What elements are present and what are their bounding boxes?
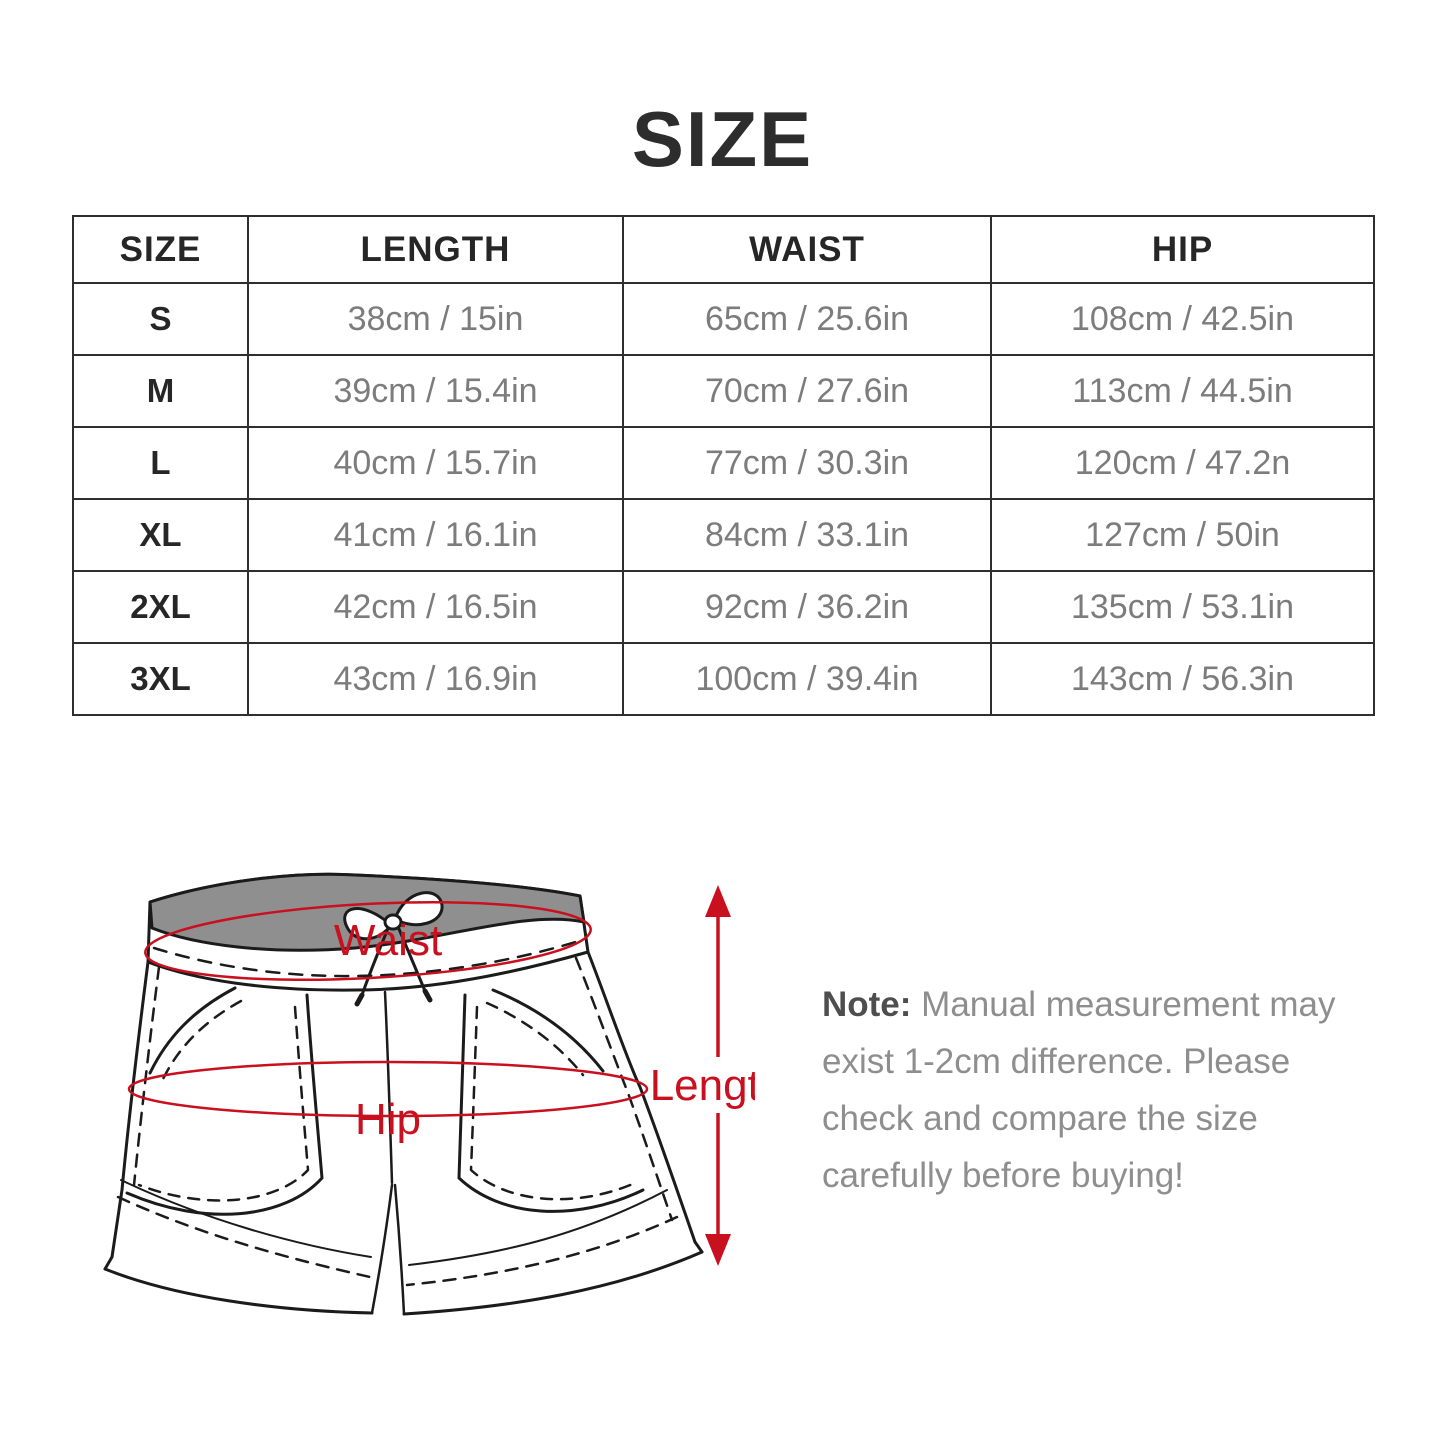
left-pocket-stitch xyxy=(161,999,243,1081)
left-hem-stitch xyxy=(116,1195,372,1279)
waist-value: 77cm / 30.3in xyxy=(622,426,992,500)
column-header-hip: HIP xyxy=(990,215,1375,284)
length-value: 38cm / 15in xyxy=(247,282,624,356)
left-pocket-stitch xyxy=(137,1005,310,1202)
left-hem-corner xyxy=(103,1255,114,1271)
hip-value: 120cm / 47.2n xyxy=(990,426,1375,500)
hip-value: 135cm / 53.1in xyxy=(990,570,1375,644)
size-value: L xyxy=(72,426,249,500)
right-pocket-edge xyxy=(457,993,645,1213)
size-value: 2XL xyxy=(72,570,249,644)
column-header-length: LENGTH xyxy=(247,215,624,284)
waist-label: Waist xyxy=(334,916,442,965)
size-value: M xyxy=(72,354,249,428)
column-header-waist: WAIST xyxy=(622,215,992,284)
table-row: 3XL 43cm / 16.9in 100cm / 39.4in 143cm /… xyxy=(72,642,1375,716)
left-side-stitch xyxy=(132,965,161,1187)
right-hem-fold xyxy=(408,1189,668,1266)
table-row: XL 41cm / 16.1in 84cm / 33.1in 127cm / 5… xyxy=(72,498,1375,572)
table-row: 2XL 42cm / 16.5in 92cm / 36.2in 135cm / … xyxy=(72,570,1375,644)
size-value: XL xyxy=(72,498,249,572)
waist-value: 65cm / 25.6in xyxy=(622,282,992,356)
shorts-measurement-diagram: Waist Hip Length xyxy=(55,845,755,1405)
table-row: S 38cm / 15in 65cm / 25.6in 108cm / 42.5… xyxy=(72,282,1375,356)
left-hem-fold xyxy=(120,1179,372,1258)
hip-value: 113cm / 44.5in xyxy=(990,354,1375,428)
measurement-note: Note: Manual measurement may exist 1-2cm… xyxy=(822,976,1380,1204)
length-value: 41cm / 16.1in xyxy=(247,498,624,572)
waist-measure-ellipse xyxy=(144,901,592,981)
length-value: 42cm / 16.5in xyxy=(247,570,624,644)
split-left xyxy=(370,1183,394,1315)
center-front-seam xyxy=(383,990,394,1185)
hip-value: 127cm / 50in xyxy=(990,498,1375,572)
split-right xyxy=(393,1183,406,1316)
table-row: M 39cm / 15.4in 70cm / 27.6in 113cm / 44… xyxy=(72,354,1375,428)
size-value: S xyxy=(72,282,249,356)
length-value: 39cm / 15.4in xyxy=(247,354,624,428)
column-header-size: SIZE xyxy=(72,215,249,284)
hip-measure-ellipse xyxy=(127,1060,649,1118)
table-row: L 40cm / 15.7in 77cm / 30.3in 120cm / 47… xyxy=(72,426,1375,500)
hip-value: 143cm / 56.3in xyxy=(990,642,1375,716)
right-pocket-stitch xyxy=(485,1001,585,1077)
length-value: 40cm / 15.7in xyxy=(247,426,624,500)
hip-value: 108cm / 42.5in xyxy=(990,282,1375,356)
right-outer-seam xyxy=(586,950,697,1244)
size-table: SIZE LENGTH WAIST HIP S 38cm / 15in 65cm… xyxy=(72,215,1375,716)
right-pocket-stitch xyxy=(469,1005,637,1201)
hip-label: Hip xyxy=(355,1095,421,1144)
waist-value: 70cm / 27.6in xyxy=(622,354,992,428)
waist-value: 100cm / 39.4in xyxy=(622,642,992,716)
drawstring-bow-icon xyxy=(343,891,444,1007)
right-hem-corner xyxy=(693,1240,704,1254)
waist-value: 84cm / 33.1in xyxy=(622,498,992,572)
length-arrow-icon xyxy=(705,885,731,1266)
waistband-stitch xyxy=(152,938,584,978)
left-pocket-edge xyxy=(125,993,324,1216)
left-leg-bottom xyxy=(103,1267,374,1315)
note-label: Note: xyxy=(822,985,912,1024)
size-table-header-row: SIZE LENGTH WAIST HIP xyxy=(72,215,1375,284)
right-side-stitch xyxy=(574,956,674,1222)
page-title: SIZE xyxy=(631,95,814,183)
left-outer-seam xyxy=(110,960,150,1259)
length-label: Length xyxy=(650,1061,755,1110)
right-hem-stitch xyxy=(405,1215,679,1287)
length-value: 43cm / 16.9in xyxy=(247,642,624,716)
right-leg-bottom xyxy=(402,1250,704,1316)
right-pocket-outline xyxy=(491,988,605,1073)
size-value: 3XL xyxy=(72,642,249,716)
note-text: Manual measurement may exist 1-2cm diffe… xyxy=(822,985,1336,1195)
left-pocket-outline xyxy=(148,986,237,1075)
waist-value: 92cm / 36.2in xyxy=(622,570,992,644)
